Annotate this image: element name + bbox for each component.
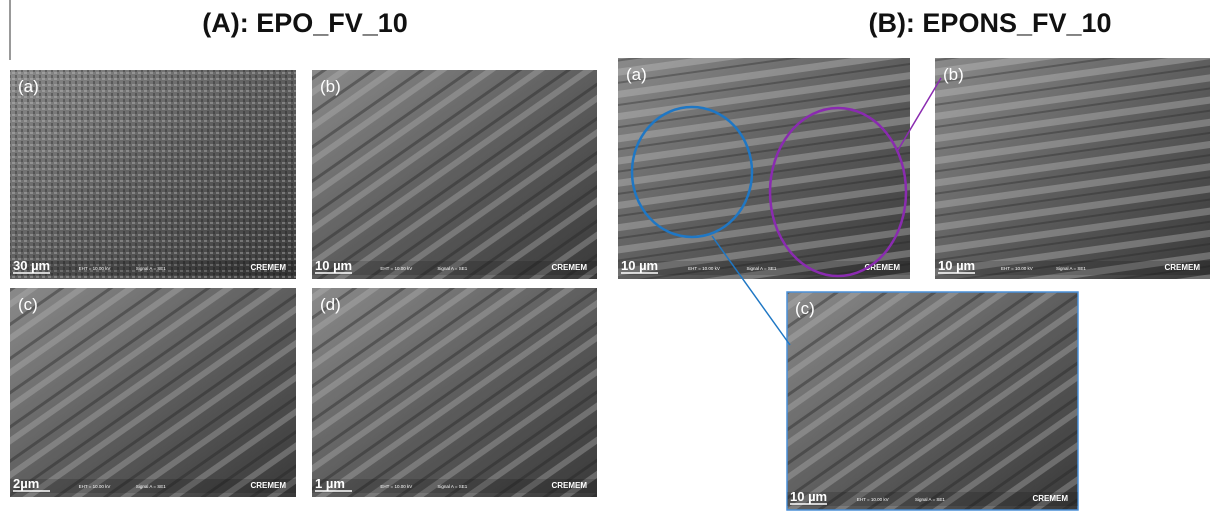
sem-image: (b) 10 µm EHT = 10.00 kV Signal A = SE1 CREM… <box>935 58 1210 279</box>
panel-label: (a) <box>18 77 39 96</box>
scale-label: 30 µm <box>13 258 50 273</box>
signal-text: Signal A = SE1 <box>136 266 166 271</box>
info-bar <box>10 479 296 493</box>
sem-image: (c) 10 µm EHT = 10.00 kV Signal A = SE1 CREM… <box>786 291 1079 511</box>
sem-image: (d) 1 µm EHT = 10.00 kV Signal A = SE1 CREME… <box>312 288 597 497</box>
panel-title: (B): EPONS_FV_10 <box>868 8 1111 38</box>
scale-label: 10 µm <box>790 489 827 504</box>
sem-image: (a) 30 µm EHT = 10.00 kV Signal A = SE1 CREM… <box>10 70 296 279</box>
panel-label: (c) <box>18 295 38 314</box>
info-bar <box>935 261 1210 275</box>
eht-text: EHT = 10.00 kV <box>79 266 111 271</box>
highlight-circle <box>630 105 754 239</box>
sem-image: (b) 10 µm EHT = 10.00 kV Signal A = SE1 CREM… <box>312 70 597 279</box>
eht-text: EHT = 10.00 kV <box>1001 266 1033 271</box>
image-texture <box>935 58 1210 279</box>
panel-label: (a) <box>626 65 647 84</box>
scale-label: 1 µm <box>315 476 345 491</box>
image-texture <box>10 288 296 497</box>
scale-label: 10 µm <box>621 258 658 273</box>
info-bar <box>312 479 597 493</box>
image-texture <box>312 288 597 497</box>
scale-label: 10 µm <box>315 258 352 273</box>
info-bar <box>787 492 1078 506</box>
panel-label: (c) <box>795 299 815 318</box>
image-texture <box>618 58 910 279</box>
eht-text: EHT = 10.00 kV <box>688 266 720 271</box>
signal-text: Signal A = SE1 <box>915 497 945 502</box>
info-bar <box>618 261 910 275</box>
brand: CREMEM <box>1164 263 1200 272</box>
signal-text: Signal A = SE1 <box>437 484 467 489</box>
scale-label: 2µm <box>13 476 39 491</box>
brand: CREMEM <box>864 263 900 272</box>
eht-text: EHT = 10.00 kV <box>380 266 412 271</box>
image-texture <box>10 70 296 279</box>
panel-label: (b) <box>943 65 964 84</box>
brand: CREMEM <box>1032 494 1068 503</box>
brand: CREMEM <box>250 481 286 490</box>
eht-text: EHT = 10.00 kV <box>380 484 412 489</box>
connector <box>711 235 791 346</box>
eht-text: EHT = 10.00 kV <box>79 484 111 489</box>
info-bar <box>10 261 296 275</box>
scale-label: 10 µm <box>938 258 975 273</box>
brand: CREMEM <box>551 263 587 272</box>
annotations <box>630 77 942 346</box>
signal-text: Signal A = SE1 <box>136 484 166 489</box>
panel-label: (b) <box>320 77 341 96</box>
image-texture <box>787 292 1078 510</box>
signal-text: Signal A = SE1 <box>437 266 467 271</box>
image-frame <box>786 291 1079 511</box>
connector <box>897 77 942 151</box>
panel-label: (d) <box>320 295 341 314</box>
panel-title: (A): EPO_FV_10 <box>202 8 408 38</box>
brand: CREMEM <box>250 263 286 272</box>
signal-text: Signal A = SE1 <box>746 266 776 271</box>
highlight-ellipse <box>768 106 908 278</box>
sem-image: (c) 2µm EHT = 10.00 kV Signal A = SE1 CREMEM <box>10 288 296 497</box>
info-bar <box>312 261 597 275</box>
eht-text: EHT = 10.00 kV <box>857 497 889 502</box>
sem-image: (a) 10 µm EHT = 10.00 kV Signal A = SE1 CREM… <box>618 58 910 279</box>
images: (a) 30 µm EHT = 10.00 kV Signal A = SE1 CREM… <box>10 58 1210 511</box>
signal-text: Signal A = SE1 <box>1056 266 1086 271</box>
image-texture <box>312 70 597 279</box>
brand: CREMEM <box>551 481 587 490</box>
